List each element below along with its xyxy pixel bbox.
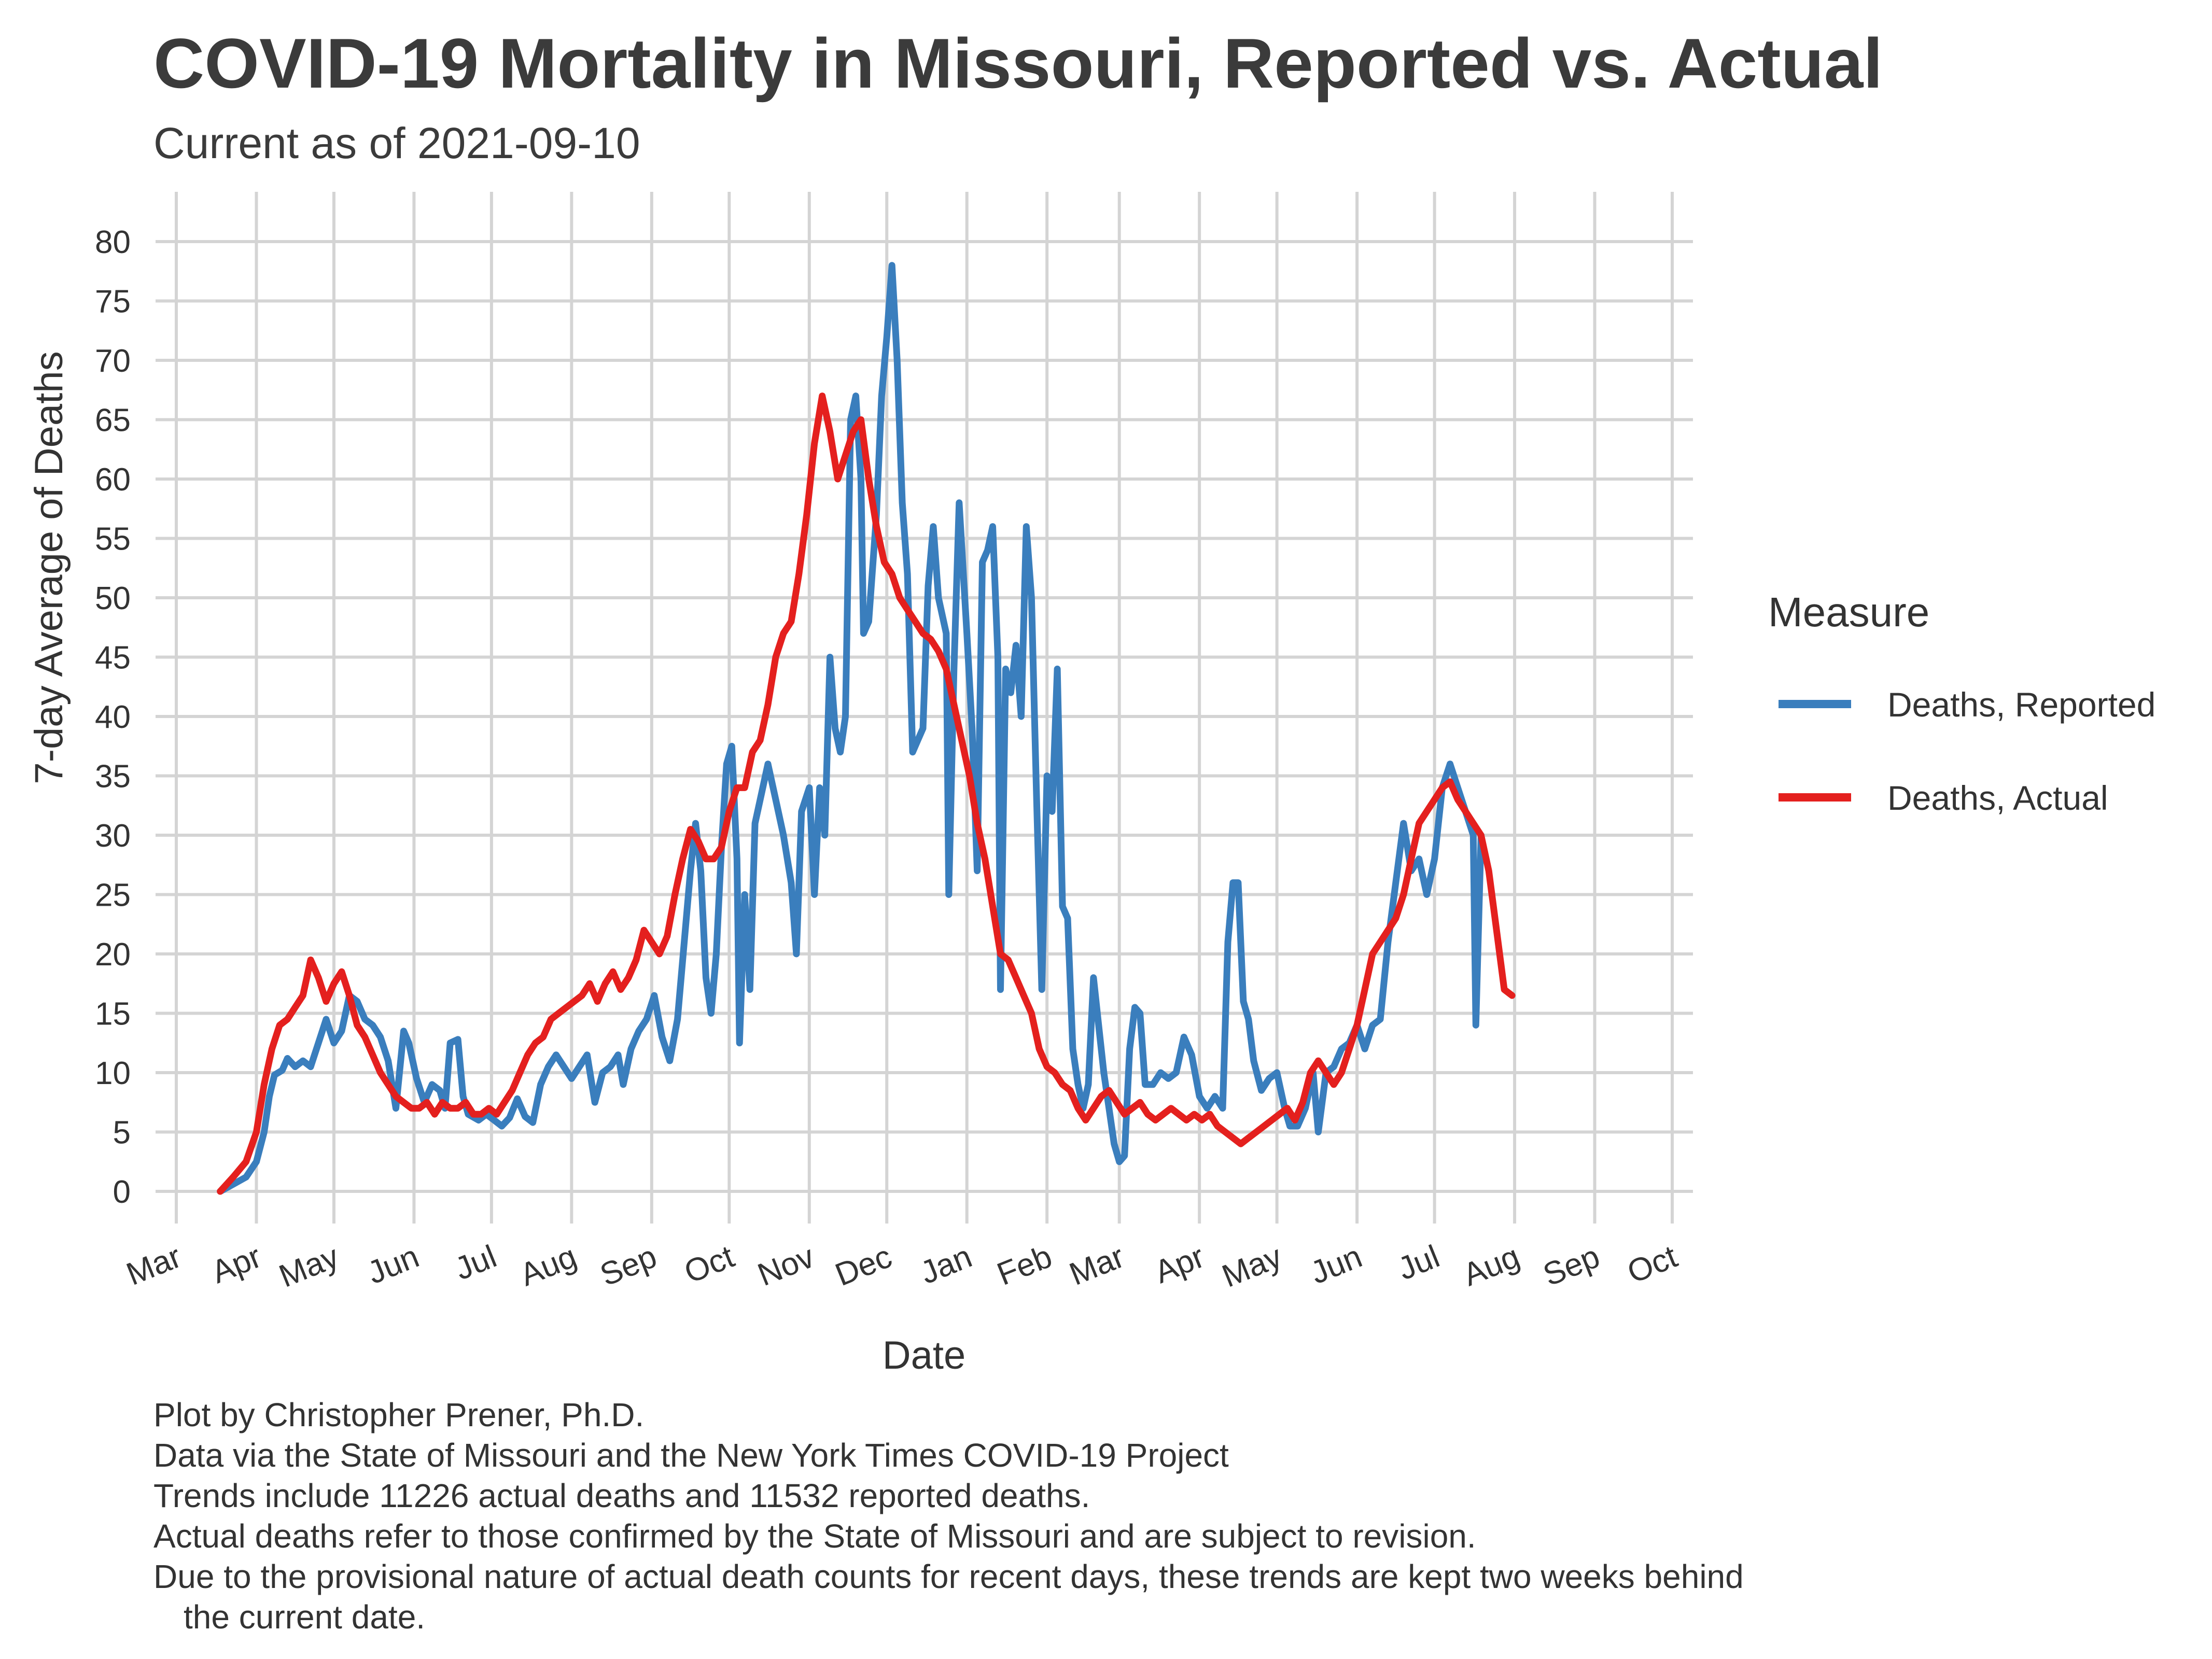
- series-lines: [217, 262, 1516, 1195]
- y-tick-label: 70: [95, 343, 131, 379]
- x-tick-label: Jul: [1393, 1239, 1444, 1287]
- x-tick-label: Mar: [1065, 1239, 1129, 1292]
- y-tick-label: 55: [95, 522, 131, 557]
- x-tick-labels: Mar Apr May Jun Jul Aug Sep Oct Nov Dec Jan Feb Mar A…: [121, 1239, 1682, 1295]
- x-tick-label: Oct: [679, 1239, 739, 1290]
- caption: Plot by Christopher Prener, Ph.D. Data v…: [153, 1395, 1744, 1637]
- y-tick-label: 50: [95, 581, 131, 616]
- x-tick-label: Nov: [753, 1239, 819, 1293]
- caption-line: the current date.: [184, 1598, 426, 1636]
- y-tick-label: 60: [95, 462, 131, 498]
- x-axis-label: Date: [883, 1333, 966, 1377]
- x-tick-label: Dec: [830, 1239, 897, 1293]
- x-tick-label: Jan: [915, 1239, 977, 1291]
- caption-line: Plot by Christopher Prener, Ph.D.: [153, 1396, 645, 1433]
- caption-line: Due to the provisional nature of actual …: [153, 1558, 1744, 1595]
- legend-label-actual: Deaths, Actual: [1887, 779, 2108, 817]
- x-tick-label: Feb: [992, 1239, 1057, 1292]
- y-tick-label: 15: [95, 996, 131, 1032]
- y-tick-label: 5: [113, 1115, 131, 1151]
- x-tick-label: Jul: [450, 1239, 501, 1287]
- x-tick-label: Aug: [515, 1239, 581, 1293]
- chart-title: COVID-19 Mortality in Missouri, Reported…: [153, 24, 1883, 103]
- series-line-reported: [217, 262, 1485, 1195]
- series-line-actual: [217, 392, 1516, 1195]
- gridlines: [156, 192, 1693, 1224]
- y-tick-label: 75: [95, 284, 131, 320]
- y-tick-label: 40: [95, 699, 131, 735]
- x-tick-label: Jun: [1306, 1239, 1367, 1291]
- x-tick-label: Jun: [362, 1239, 424, 1291]
- y-tick-label: 10: [95, 1056, 131, 1091]
- y-tick-labels: 0 5 10 15 20 25 30 35 40 45 50 55 60 65 70 75 80: [95, 224, 131, 1210]
- x-tick-label: May: [274, 1239, 344, 1295]
- legend-label-reported: Deaths, Reported: [1887, 685, 2155, 724]
- legend-title: Measure: [1768, 589, 1929, 635]
- x-tick-label: Sep: [595, 1239, 662, 1293]
- legend: Measure Deaths, Reported Deaths, Actual: [1768, 589, 2155, 817]
- y-tick-label: 65: [95, 403, 131, 439]
- x-tick-label: May: [1217, 1239, 1286, 1295]
- y-tick-label: 20: [95, 937, 131, 973]
- y-tick-label: 35: [95, 759, 131, 795]
- x-tick-label: Apr: [1150, 1239, 1209, 1290]
- y-tick-label: 30: [95, 818, 131, 854]
- y-tick-label: 45: [95, 640, 131, 676]
- x-tick-label: Mar: [121, 1239, 186, 1292]
- x-tick-label: Oct: [1622, 1239, 1682, 1290]
- y-tick-label: 0: [113, 1174, 131, 1210]
- caption-line: Actual deaths refer to those confirmed b…: [153, 1517, 1476, 1555]
- caption-line: Trends include 11226 actual deaths and 1…: [153, 1477, 1090, 1514]
- chart-subtitle: Current as of 2021-09-10: [153, 119, 640, 167]
- y-axis-label: 7-day Average of Deaths: [27, 351, 71, 784]
- caption-line: Data via the State of Missouri and the N…: [153, 1437, 1229, 1474]
- y-tick-label: 80: [95, 224, 131, 260]
- y-tick-label: 25: [95, 878, 131, 913]
- x-tick-label: Aug: [1458, 1239, 1524, 1293]
- x-tick-label: Apr: [206, 1239, 266, 1290]
- x-tick-label: Sep: [1538, 1239, 1605, 1293]
